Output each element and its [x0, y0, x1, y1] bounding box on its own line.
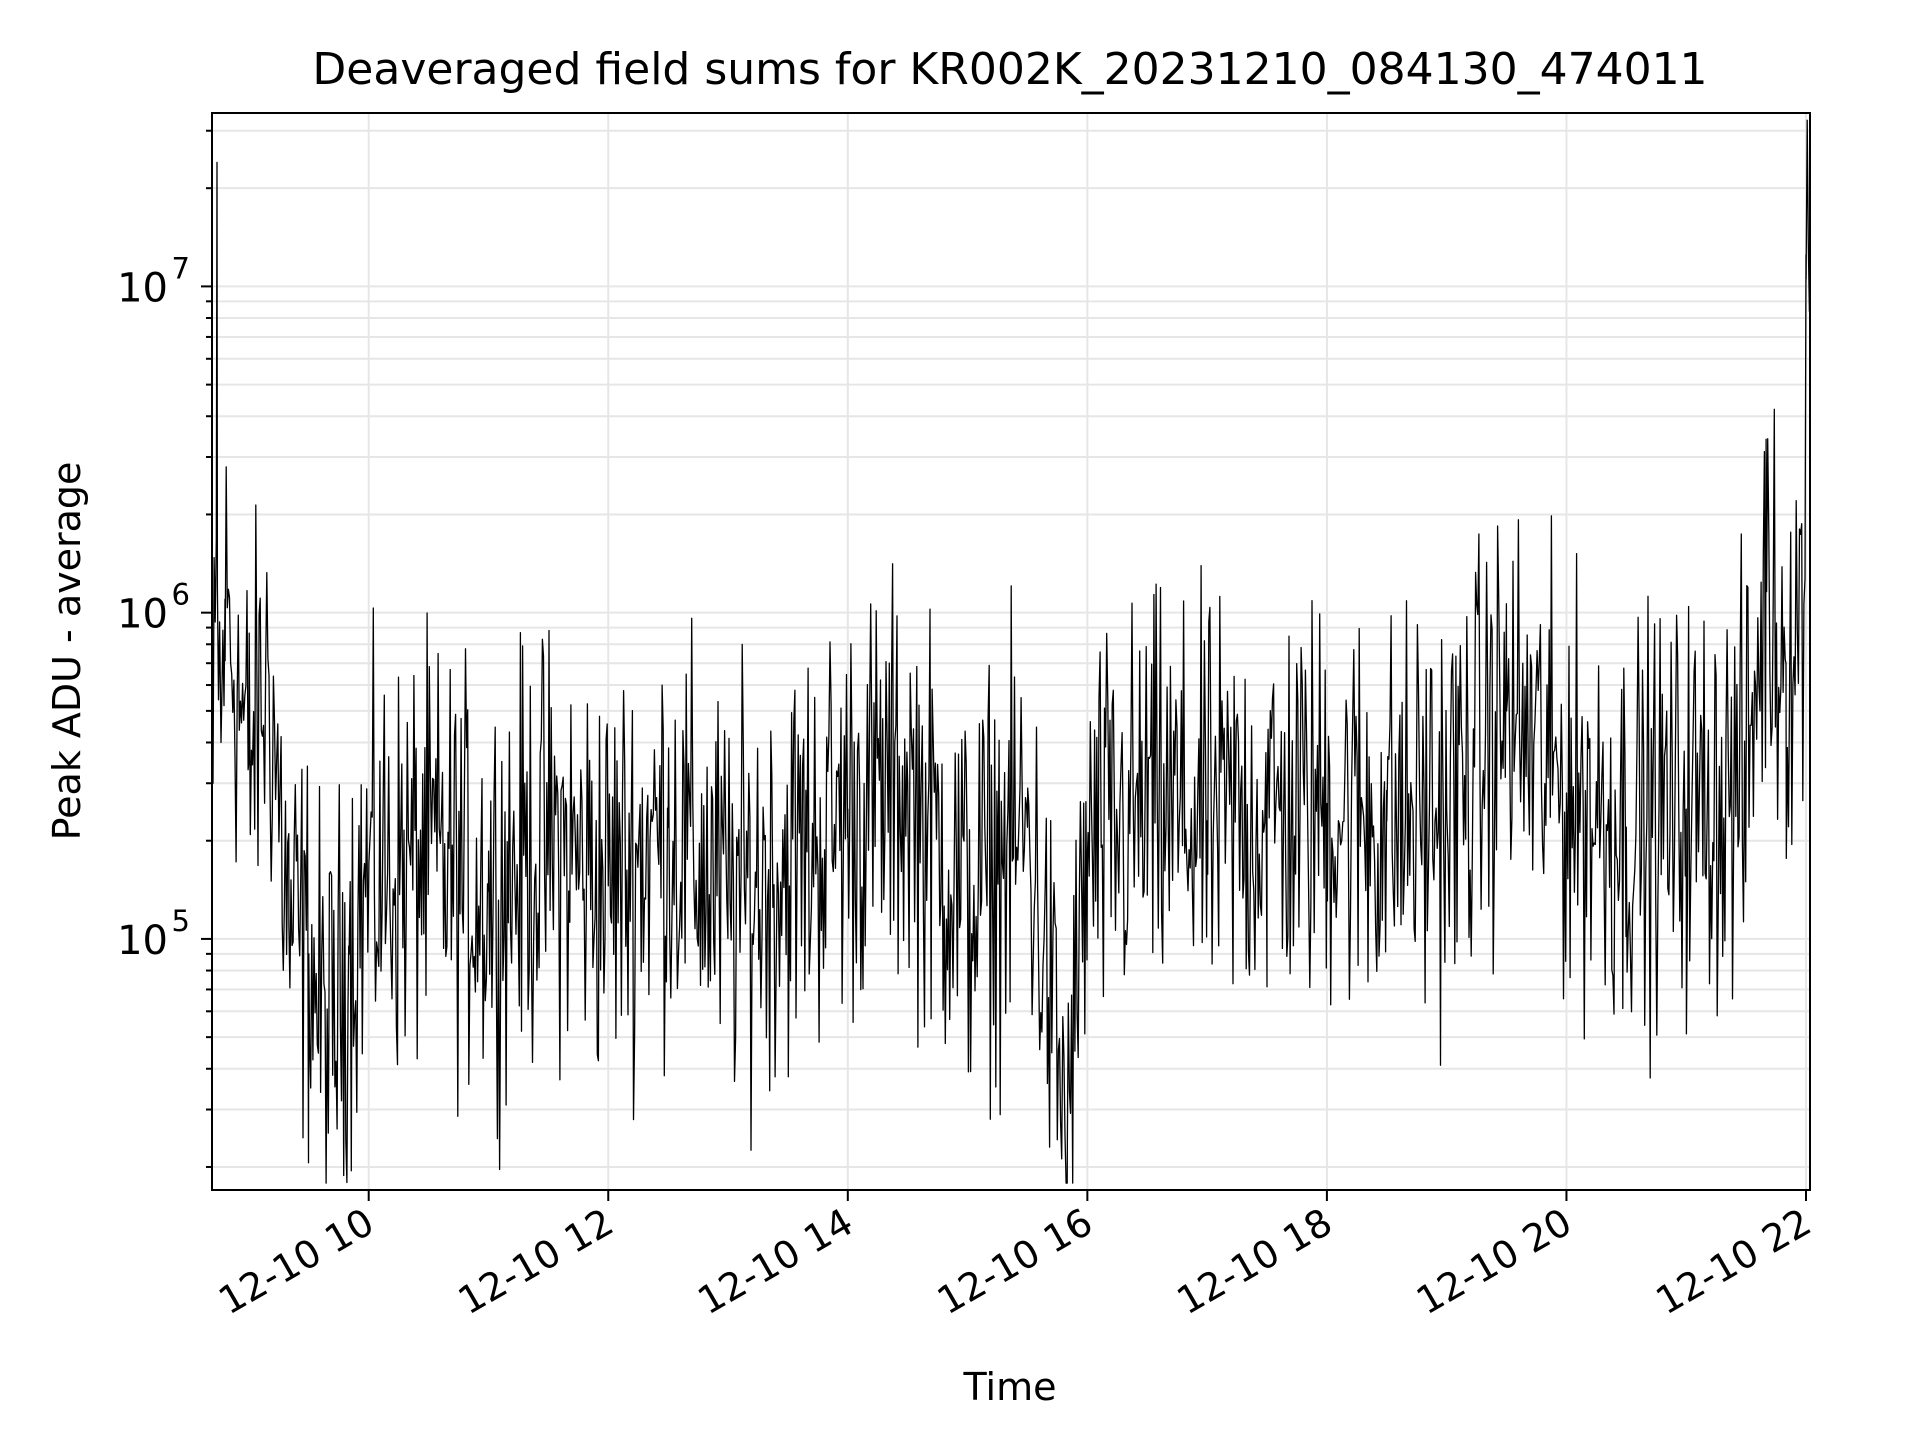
y-tick-label: 10: [117, 265, 168, 311]
y-tick-base: 10: [117, 592, 168, 638]
series-line: [212, 119, 1811, 1184]
y-tick-label: 10: [117, 592, 168, 638]
x-axis-label: Time: [963, 1365, 1057, 1409]
series-lines: [212, 119, 1811, 1184]
y-tick-label: 10: [117, 918, 168, 964]
y-tick-base: 10: [117, 265, 168, 311]
y-tick-base: 10: [117, 918, 168, 964]
plot-frame: [211, 112, 1811, 1191]
y-tick-exponent: 6: [172, 578, 190, 612]
y-axis-label: Peak ADU - average: [45, 462, 89, 841]
y-tick-exponent: 5: [172, 904, 190, 938]
chart-title: Deaveraged field sums for KR002K_2023121…: [312, 44, 1707, 95]
y-tick-exponent: 7: [172, 251, 190, 285]
